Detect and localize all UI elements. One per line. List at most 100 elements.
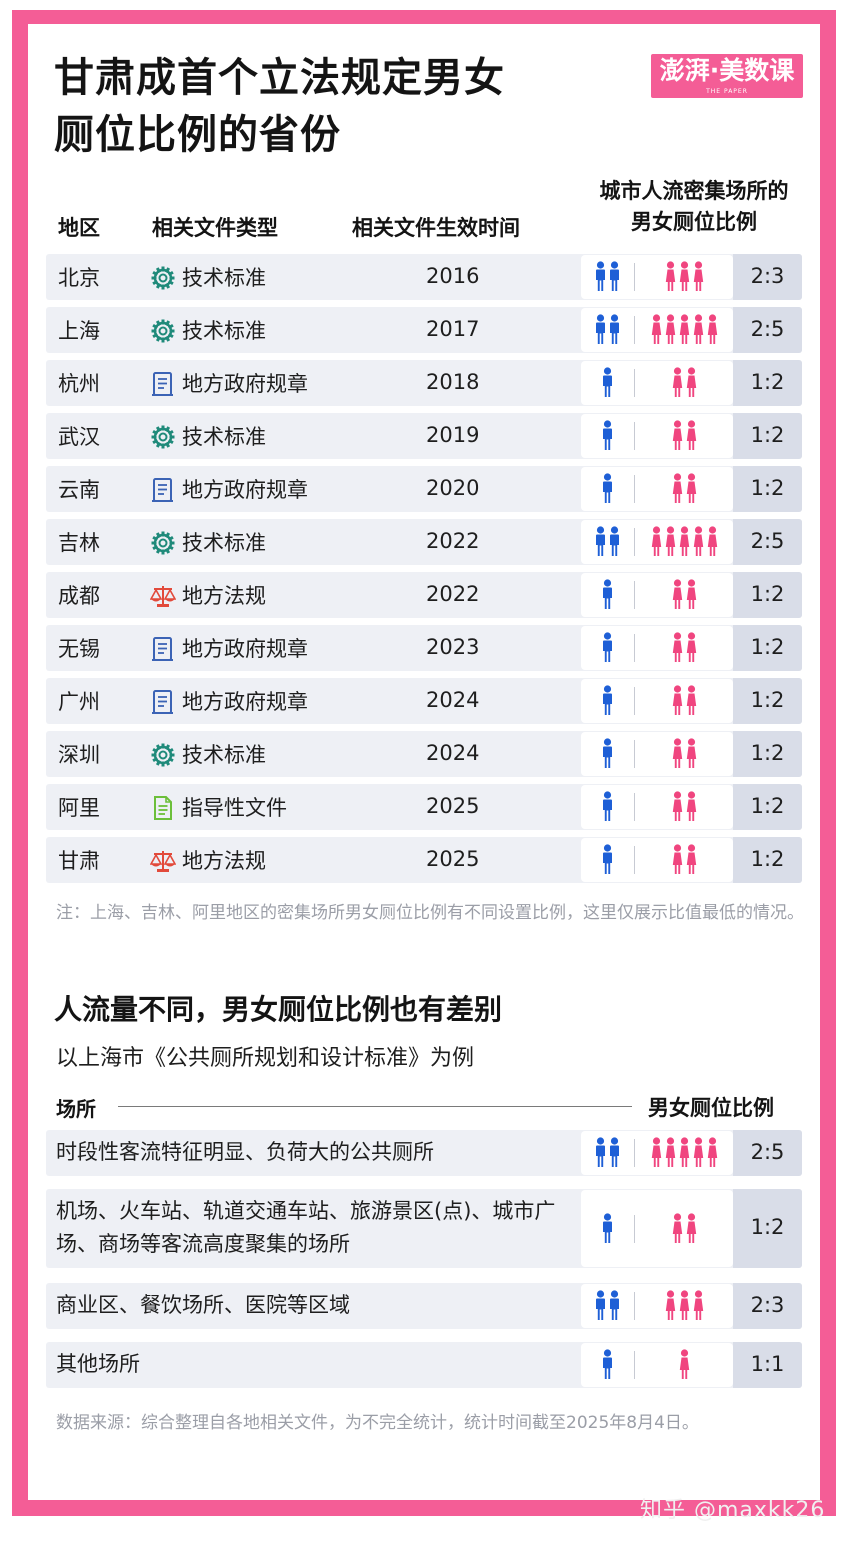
- table-row: 深圳 技术标准 2024 1:2: [46, 731, 802, 777]
- woman-icon: [692, 525, 705, 559]
- woman-icon: [678, 260, 691, 294]
- woman-icon: [678, 1289, 691, 1323]
- watermark: 知乎 @maxkk26: [640, 1498, 826, 1523]
- effective-year: 2016: [426, 264, 480, 288]
- pictogram-divider: [634, 1139, 635, 1167]
- woman-icon: [678, 525, 691, 559]
- table-row: 上海 技术标准 2017 2:5: [46, 307, 802, 353]
- place-name: 时段性客流特征明显、负荷大的公共厕所: [56, 1140, 434, 1164]
- woman-icon: [664, 313, 677, 347]
- women-group: [635, 1343, 733, 1387]
- women-group: [635, 785, 733, 829]
- title-line-2: 厕位比例的省份: [54, 112, 341, 158]
- ratio-value: 1:1: [750, 1352, 785, 1376]
- logo-brand: 澎湃·美数课: [659, 56, 795, 85]
- place-name: 其他场所: [56, 1352, 140, 1376]
- men-group: [581, 1131, 633, 1175]
- man-icon: [601, 578, 614, 612]
- ratio-cell: 1:2: [733, 413, 802, 459]
- women-group: [635, 414, 733, 458]
- woman-icon: [671, 1212, 684, 1246]
- ratio-cell: 1:2: [733, 784, 802, 830]
- gear-icon: [150, 265, 176, 291]
- region-name: 北京: [58, 266, 100, 290]
- document-icon: [150, 689, 176, 715]
- effective-year: 2018: [426, 370, 480, 394]
- woman-icon: [671, 737, 684, 771]
- effective-year: 2024: [426, 741, 480, 765]
- woman-icon: [685, 631, 698, 665]
- woman-icon: [664, 525, 677, 559]
- pictogram-divider: [634, 369, 635, 397]
- cropped-footer-text: [12, 1534, 832, 1543]
- woman-icon: [671, 578, 684, 612]
- woman-icon: [650, 525, 663, 559]
- ratio-value: 1:2: [750, 370, 785, 394]
- men-group: [581, 467, 633, 511]
- region-name: 甘肃: [58, 849, 100, 873]
- doc-type: 地方法规: [182, 849, 266, 873]
- pictogram-divider: [634, 581, 635, 609]
- doc-type: 地方政府规章: [182, 690, 308, 714]
- header-place-ratio: 男女厕位比例: [648, 1096, 774, 1120]
- table-note: 注：上海、吉林、阿里地区的密集场所男女厕位比例有不同设置比例，这里仅展示比值最低…: [56, 903, 804, 923]
- woman-icon: [671, 790, 684, 824]
- man-icon: [601, 843, 614, 877]
- men-group: [581, 1190, 633, 1267]
- table-row: 阿里 指导性文件 2025 1:2: [46, 784, 802, 830]
- woman-icon: [685, 1212, 698, 1246]
- women-group: [635, 626, 733, 670]
- ratio-pictogram: [581, 1190, 733, 1267]
- pictogram-divider: [634, 687, 635, 715]
- ratio-value: 1:2: [750, 423, 785, 447]
- ratio-value: 1:2: [750, 794, 785, 818]
- woman-icon: [671, 366, 684, 400]
- place-row: 商业区、餐饮场所、医院等区域 2:3: [46, 1283, 802, 1329]
- effective-year: 2019: [426, 423, 480, 447]
- pictogram-divider: [634, 1292, 635, 1320]
- section2-subtitle: 以上海市《公共厕所规划和设计标准》为例: [56, 1046, 475, 1071]
- effective-year: 2025: [426, 794, 480, 818]
- gear-icon: [150, 530, 176, 556]
- doc-type: 地方政府规章: [182, 372, 308, 396]
- ratio-cell: 1:2: [733, 625, 802, 671]
- table-row: 武汉 技术标准 2019 1:2: [46, 413, 802, 459]
- data-source: 数据来源：综合整理自各地相关文件，为不完全统计，统计时间截至2025年8月4日。: [56, 1413, 699, 1433]
- table-row: 杭州 地方政府规章 2018 1:2: [46, 360, 802, 406]
- pictogram-divider: [634, 475, 635, 503]
- header-ratio-line-1: 城市人流密集场所的: [599, 179, 789, 203]
- ratio-cell: 1:2: [733, 466, 802, 512]
- document-icon: [150, 371, 176, 397]
- women-group: [635, 308, 733, 352]
- place-row: 时段性客流特征明显、负荷大的公共厕所 2:5: [46, 1130, 802, 1176]
- woman-icon: [650, 1136, 663, 1170]
- guide-document-icon: [150, 795, 176, 821]
- man-icon: [601, 472, 614, 506]
- scales-icon: [149, 848, 177, 874]
- man-icon: [608, 1289, 621, 1323]
- table-row: 广州 地方政府规章 2024 1:2: [46, 678, 802, 724]
- ratio-value: 2:3: [750, 264, 785, 288]
- region-name: 上海: [58, 319, 100, 343]
- woman-icon: [685, 578, 698, 612]
- ratio-value: 1:2: [750, 635, 785, 659]
- man-icon: [601, 790, 614, 824]
- place-name: 商业区、餐饮场所、医院等区域: [56, 1293, 350, 1317]
- ratio-pictogram: [581, 361, 733, 405]
- region-name: 成都: [58, 584, 100, 608]
- gear-icon: [150, 424, 176, 450]
- woman-icon: [678, 1136, 691, 1170]
- woman-icon: [650, 313, 663, 347]
- region-name: 杭州: [58, 372, 100, 396]
- ratio-value: 2:5: [750, 317, 785, 341]
- ratio-cell: 2:5: [733, 519, 802, 565]
- woman-icon: [678, 313, 691, 347]
- ratio-value: 1:2: [750, 582, 785, 606]
- man-icon: [608, 525, 621, 559]
- place-row: 机场、火车站、轨道交通车站、旅游景区(点)、城市广场、商场等客流高度聚集的场所 1…: [46, 1189, 802, 1268]
- man-icon: [608, 313, 621, 347]
- woman-icon: [671, 631, 684, 665]
- men-group: [581, 414, 633, 458]
- effective-year: 2020: [426, 476, 480, 500]
- woman-icon: [685, 790, 698, 824]
